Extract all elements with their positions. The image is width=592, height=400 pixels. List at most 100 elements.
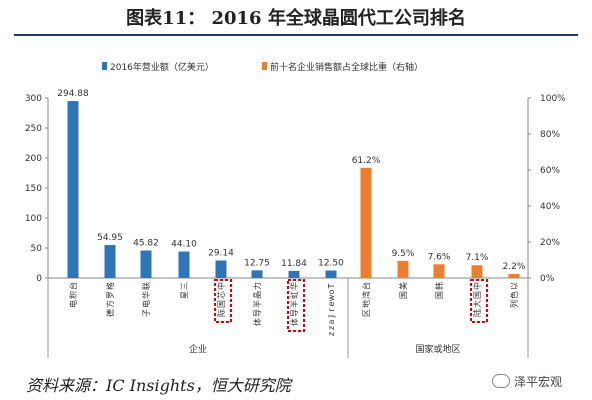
bar-value-label: 12.50 <box>318 259 344 269</box>
category-label-char: 德 <box>105 309 115 317</box>
category-label-char: 导 <box>290 309 299 317</box>
category-label-char: 国 <box>399 291 408 299</box>
bar-value-label: 7.1% <box>466 253 489 263</box>
category-label-char: 列 <box>509 300 519 308</box>
legend-label: 前十名企业销售额占全球比重（右轴） <box>270 61 423 73</box>
category-label-char: w <box>327 294 336 301</box>
category-label-char: 以 <box>510 282 519 290</box>
chart-title: 图表11： 2016 年全球晶圆代工公司排名 <box>126 8 466 29</box>
right-tick-label: 40% <box>540 202 560 212</box>
bar-enterprise <box>67 101 79 279</box>
bar-value-label: 29.14 <box>208 249 234 259</box>
group-labels: 企业 国家或地区 <box>47 278 529 358</box>
category-label-char: 子 <box>142 309 151 317</box>
bar-value-label: 12.75 <box>244 258 270 268</box>
category-label: 以色列 <box>509 282 519 308</box>
category-label-char: 国 <box>217 300 226 308</box>
category-label: 韩国 <box>434 282 444 299</box>
bar-enterprise <box>140 250 152 278</box>
bar-region <box>397 260 409 278</box>
category-label-char: 虹 <box>290 291 299 299</box>
left-axis: 0 50 100 150 200 250 300 <box>25 94 528 284</box>
bar-chart: 2016年营业额（亿美元） 前十名企业销售额占全球比重（右轴） 0 50 100 150… <box>25 61 566 358</box>
category-label-char: 罗 <box>106 291 115 299</box>
bar-value-label: 54.95 <box>97 233 123 243</box>
wechat-icon <box>492 374 510 388</box>
category-label-char: e <box>327 301 336 306</box>
category-label-char: r <box>327 308 336 312</box>
category-label-char: 台 <box>68 282 78 290</box>
group-label: 国家或地区 <box>415 343 460 355</box>
category-label: 三星 <box>180 282 189 299</box>
category-label-char: 国 <box>435 291 444 299</box>
category-label-char: 湾 <box>361 291 371 299</box>
category-label-char: 三 <box>180 282 189 290</box>
category-label-char: 中 <box>472 282 482 290</box>
category-label-char: 体 <box>289 318 299 326</box>
category-label-char: a <box>327 319 336 324</box>
highlight-box <box>214 279 232 323</box>
category-label-char: T <box>327 283 336 289</box>
bar-value-label: 44.10 <box>171 240 197 250</box>
category-label-char: z <box>327 332 336 336</box>
category-label-char: 电 <box>68 300 78 308</box>
category-label-char: 地 <box>361 300 371 308</box>
bar-enterprise <box>215 260 227 278</box>
legend-label: 2016年营业额（亿美元） <box>110 61 214 73</box>
right-tick-label: 20% <box>540 238 560 248</box>
category-label-char: 华 <box>289 282 299 290</box>
category-label-char: 半 <box>289 300 299 308</box>
category-label-char: 方 <box>105 300 115 308</box>
bar-enterprise <box>251 270 263 278</box>
category-label-char: 陆 <box>472 309 482 317</box>
category-label-char: 际 <box>217 309 226 317</box>
bar-value-label: 11.84 <box>281 259 307 269</box>
left-tick-label: 0 <box>36 274 42 284</box>
left-tick-label: 150 <box>25 184 42 194</box>
category-label-char: 中 <box>216 282 226 290</box>
category-label-char: 体 <box>252 318 262 326</box>
highlight-box <box>470 279 488 323</box>
category-label-char: 格 <box>105 282 115 290</box>
category-label-char: 晶 <box>253 291 262 299</box>
bar-region <box>471 265 483 278</box>
category-labels: 台积电格罗方德联华电子三星中芯国际力晶半导体华虹半导体TowerJazz台湾地区… <box>68 279 519 336</box>
category-label-char: 色 <box>509 291 519 299</box>
right-tick-label: 80% <box>540 130 560 140</box>
category-label: 美国 <box>398 282 408 299</box>
right-axis: 0% 20% 40% 60% 80% 100% <box>527 94 566 284</box>
category-label-char: 美 <box>398 282 408 290</box>
category-label-char: 大 <box>472 300 482 308</box>
category-label-char: 积 <box>68 291 78 299</box>
left-tick-label: 100 <box>25 214 42 224</box>
source-note: 资料来源：IC Insights，恒大研究院 <box>26 376 291 395</box>
category-label-char: 国 <box>473 291 482 299</box>
category-label-char: 韩 <box>434 282 444 290</box>
bar-enterprise <box>178 251 190 278</box>
category-label-char: 台 <box>361 282 371 290</box>
left-tick-label: 250 <box>25 124 42 134</box>
legend-swatch <box>102 62 107 70</box>
legend-swatch <box>262 62 267 70</box>
bar-value-label: 9.5% <box>392 249 415 259</box>
logo-text: 泽平宏观 <box>514 375 563 389</box>
category-label-char: 联 <box>142 282 151 290</box>
category-label: 台积电 <box>68 282 78 308</box>
wechat-logo: 泽平宏观 <box>492 373 562 390</box>
title-divider <box>14 34 578 36</box>
category-label-char: 导 <box>253 309 262 317</box>
group-label: 企业 <box>189 343 207 355</box>
category-label-char: 半 <box>252 300 262 308</box>
category-label-char: 星 <box>180 291 189 299</box>
category-label-char: o <box>327 289 336 294</box>
right-tick-label: 60% <box>540 166 560 176</box>
category-label-char: 力 <box>252 282 262 290</box>
bar-region <box>360 167 372 278</box>
bar-value-label: 45.82 <box>133 239 159 249</box>
